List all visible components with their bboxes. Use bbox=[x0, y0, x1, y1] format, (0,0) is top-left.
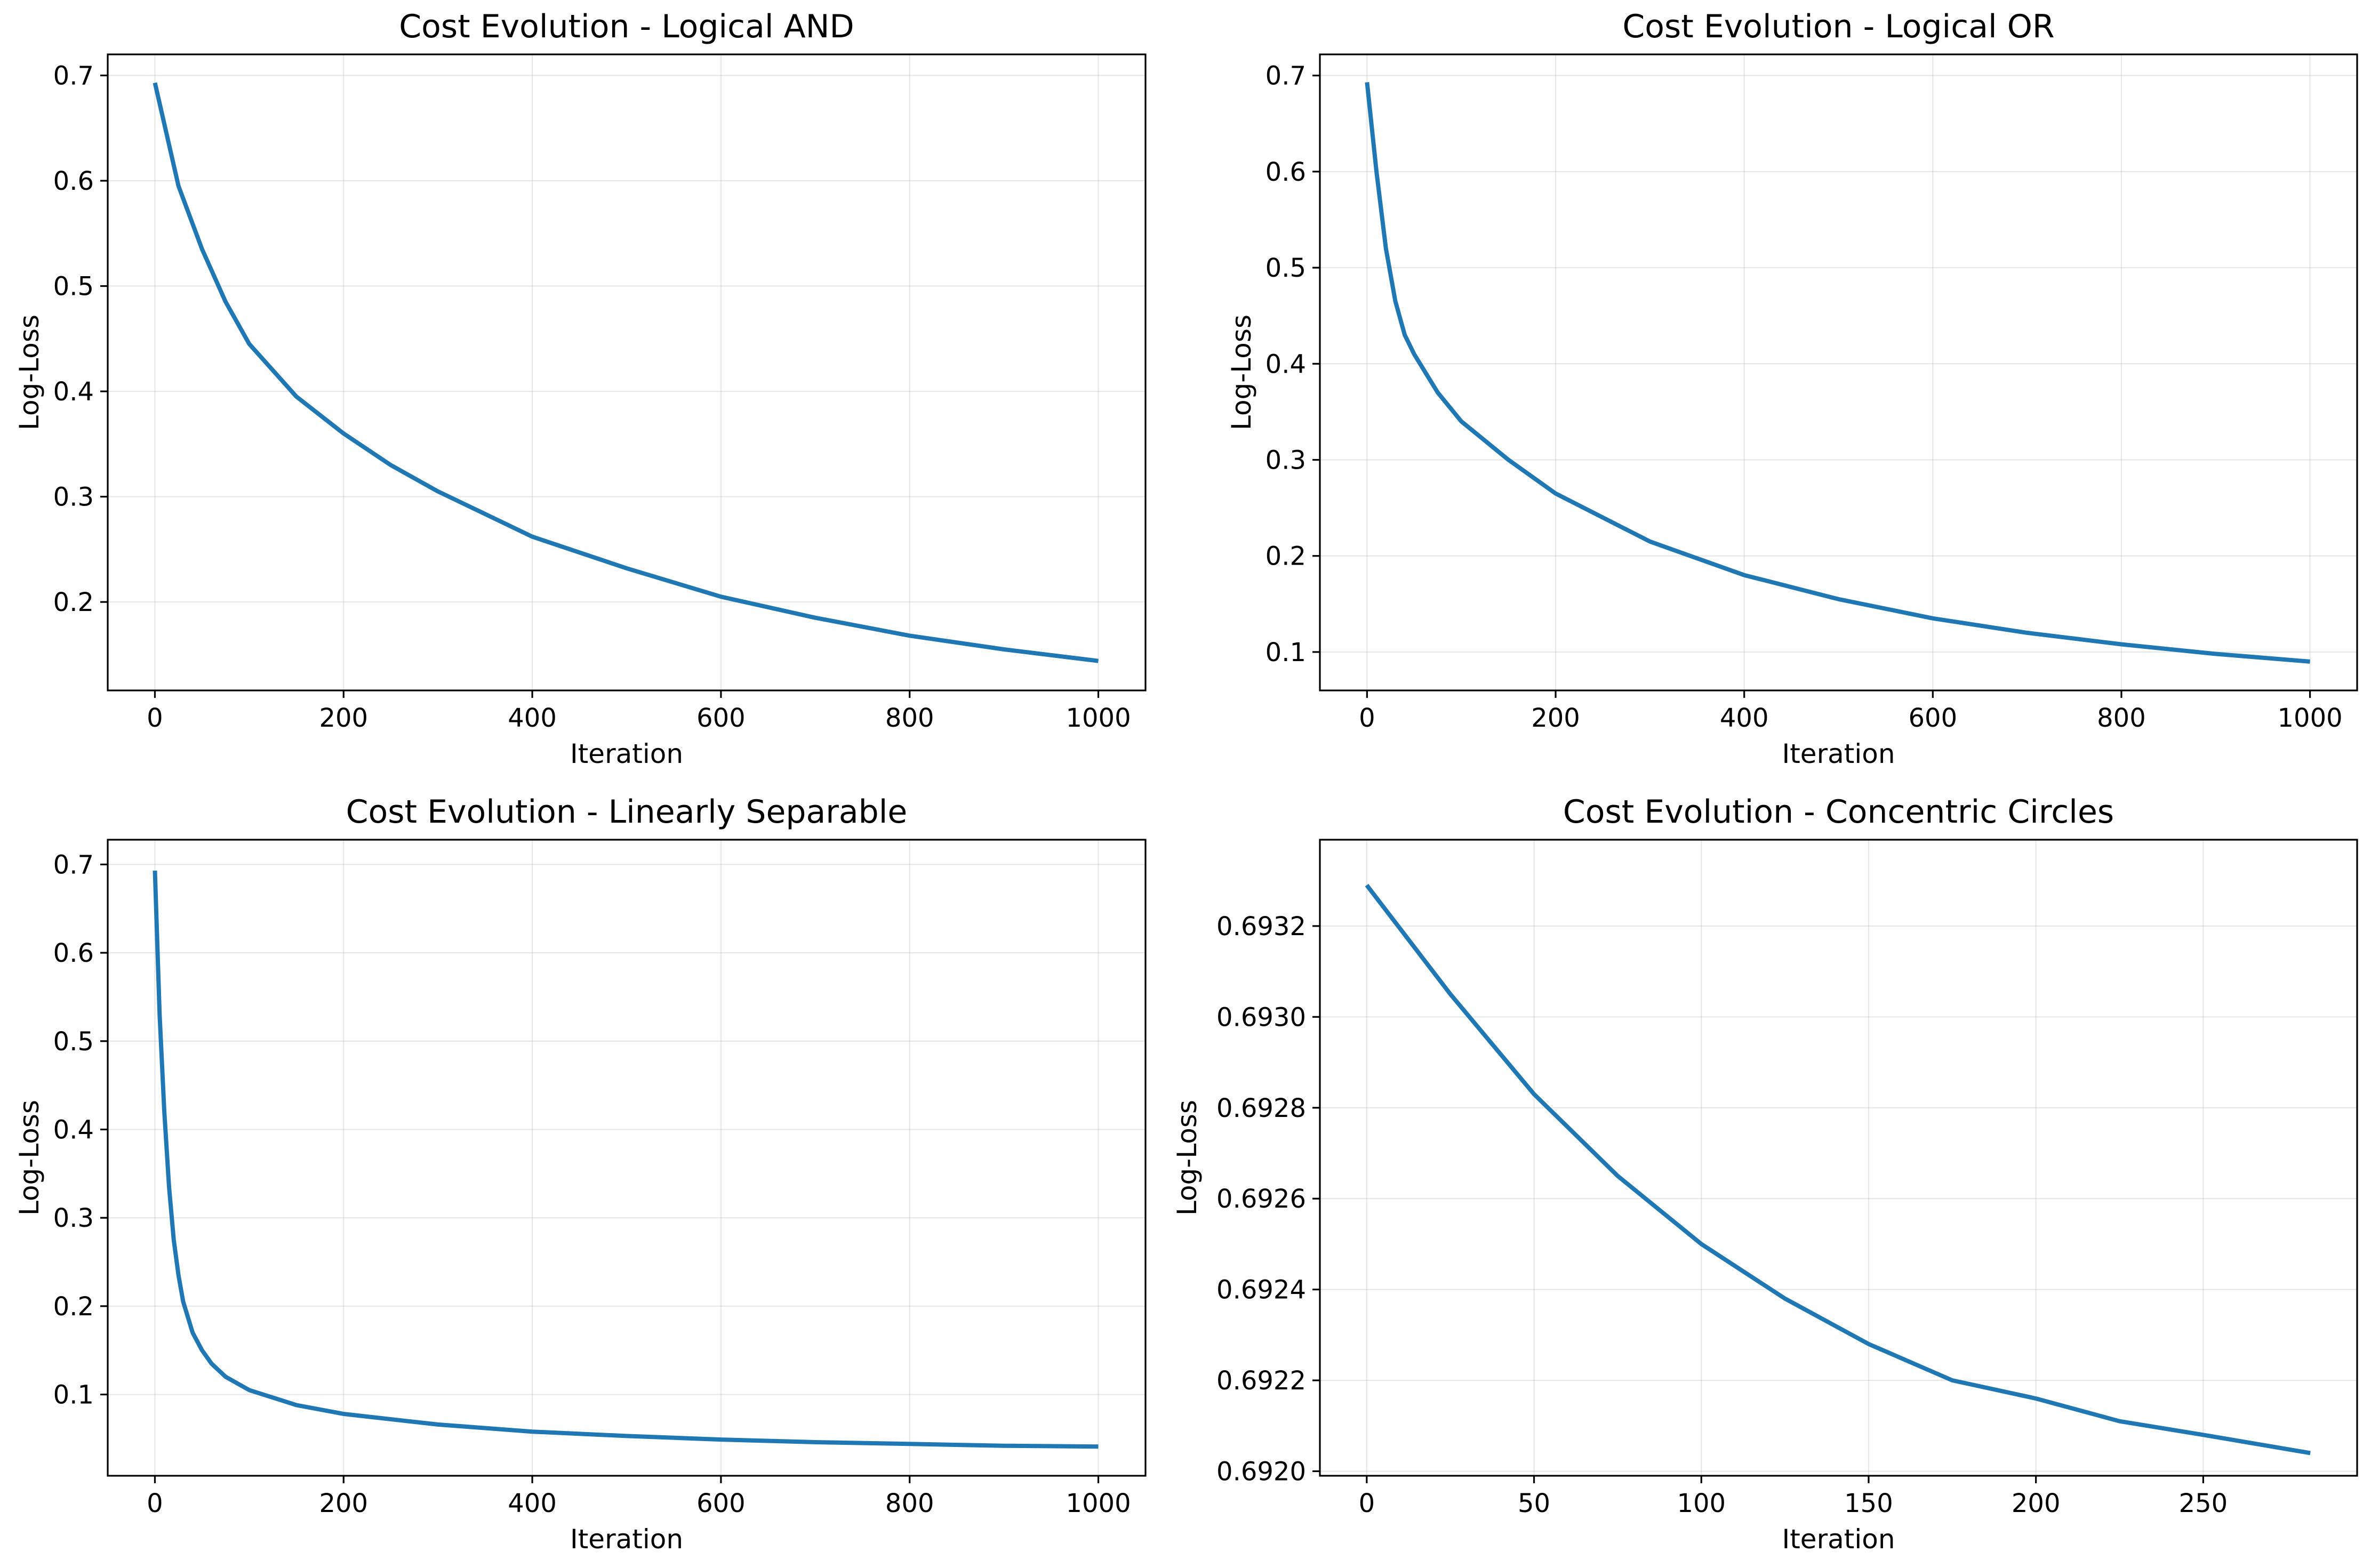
y-tick-label: 0.5 bbox=[53, 1027, 94, 1057]
series-line bbox=[1365, 883, 2311, 1456]
subplot-2: 0 200 400 600 800 1000 0.1 0.2 0.3 0.4 0.5 0.6 0.7 Co… bbox=[1226, 8, 2358, 769]
series-line bbox=[1365, 82, 2310, 664]
y-tick-label: 0.5 bbox=[53, 272, 94, 302]
axes-frame bbox=[107, 839, 1147, 1477]
x-tick-label: 250 bbox=[2179, 1489, 2228, 1518]
axes-frame bbox=[1319, 53, 2358, 691]
x-tick-label: 0 bbox=[1359, 1489, 1375, 1518]
subplot-1: 0 200 400 600 800 1000 0.2 0.3 0.4 0.5 0.6 0.7 Cost … bbox=[14, 8, 1147, 769]
axes-frame bbox=[107, 53, 1147, 691]
y-axis-label: Log-Loss bbox=[1172, 1100, 1203, 1216]
y-tick-label: 0.6 bbox=[53, 166, 94, 196]
x-tick-label: 800 bbox=[885, 1489, 934, 1518]
y-tick-label: 0.6932 bbox=[1216, 912, 1306, 942]
y-tick-label: 0.4 bbox=[53, 1115, 94, 1145]
x-tick-label: 200 bbox=[1531, 703, 1580, 733]
axes-frame bbox=[1319, 839, 2358, 1477]
y-tick-label: 0.2 bbox=[1265, 542, 1306, 572]
chart-title: Cost Evolution - Linearly Separable bbox=[346, 793, 908, 831]
y-axis-label: Log-Loss bbox=[1226, 315, 1257, 430]
x-tick-label: 1000 bbox=[2278, 703, 2343, 733]
y-tick-label: 0.7 bbox=[53, 61, 94, 91]
y-tick-label: 0.2 bbox=[53, 588, 94, 617]
y-axis-label: Log-Loss bbox=[14, 315, 45, 430]
y-tick-label: 0.6920 bbox=[1216, 1457, 1306, 1486]
x-tick-label: 400 bbox=[1720, 703, 1769, 733]
x-tick-label: 0 bbox=[1359, 703, 1375, 733]
x-tick-label: 200 bbox=[2012, 1489, 2061, 1518]
y-tick-label: 0.3 bbox=[53, 1203, 94, 1233]
subplot-3: 0 200 400 600 800 1000 0.1 0.2 0.3 0.4 0.5 0.6 0.7 Co… bbox=[14, 793, 1147, 1555]
x-tick-label: 100 bbox=[1677, 1489, 1726, 1518]
x-tick-label: 200 bbox=[319, 703, 368, 733]
y-tick-label: 0.6 bbox=[53, 938, 94, 968]
x-tick-label: 600 bbox=[1909, 703, 1958, 733]
y-axis-label: Log-Loss bbox=[14, 1100, 45, 1216]
x-tick-label: 50 bbox=[1518, 1489, 1550, 1518]
x-tick-label: 150 bbox=[1844, 1489, 1893, 1518]
y-tick-label: 0.6 bbox=[1265, 157, 1306, 187]
y-tick-label: 0.3 bbox=[53, 483, 94, 512]
x-axis-label: Iteration bbox=[1782, 1524, 1895, 1555]
y-tick-label: 0.4 bbox=[53, 377, 94, 407]
y-tick-label: 0.7 bbox=[53, 850, 94, 880]
y-tick-label: 0.6926 bbox=[1216, 1184, 1306, 1214]
y-tick-label: 0.7 bbox=[1265, 61, 1306, 91]
x-axis-label: Iteration bbox=[1782, 738, 1895, 769]
x-tick-label: 600 bbox=[696, 703, 746, 733]
y-tick-label: 0.6928 bbox=[1216, 1093, 1306, 1123]
x-tick-label: 800 bbox=[2097, 703, 2146, 733]
chart-title: Cost Evolution - Logical AND bbox=[399, 8, 854, 45]
y-tick-label: 0.3 bbox=[1265, 445, 1306, 475]
x-tick-label: 0 bbox=[147, 703, 163, 733]
chart-title: Cost Evolution - Concentric Circles bbox=[1563, 793, 2114, 831]
x-tick-label: 0 bbox=[147, 1489, 163, 1518]
x-tick-label: 400 bbox=[508, 703, 557, 733]
y-tick-label: 0.1 bbox=[1265, 638, 1306, 668]
x-tick-label: 600 bbox=[696, 1489, 746, 1518]
y-tick-label: 0.2 bbox=[53, 1292, 94, 1322]
x-tick-label: 400 bbox=[508, 1489, 557, 1518]
series-line bbox=[153, 82, 1099, 663]
chart-title: Cost Evolution - Logical OR bbox=[1622, 8, 2054, 45]
y-tick-label: 0.1 bbox=[53, 1380, 94, 1410]
x-tick-label: 200 bbox=[319, 1489, 368, 1518]
x-axis-label: Iteration bbox=[570, 738, 683, 769]
subplot-4: 0 50 100 150 200 250 0.6920 0.6922 0.6924 0.6926 0… bbox=[1172, 793, 2358, 1555]
x-tick-label: 1000 bbox=[1066, 703, 1131, 733]
series-line bbox=[153, 870, 1099, 1449]
x-tick-label: 800 bbox=[885, 703, 934, 733]
y-tick-label: 0.5 bbox=[1265, 253, 1306, 283]
x-tick-label: 1000 bbox=[1066, 1489, 1131, 1518]
y-tick-label: 0.6924 bbox=[1216, 1275, 1306, 1305]
y-tick-label: 0.6930 bbox=[1216, 1002, 1306, 1032]
x-axis-label: Iteration bbox=[570, 1524, 683, 1555]
y-tick-label: 0.6922 bbox=[1216, 1366, 1306, 1396]
y-tick-label: 0.4 bbox=[1265, 349, 1306, 379]
